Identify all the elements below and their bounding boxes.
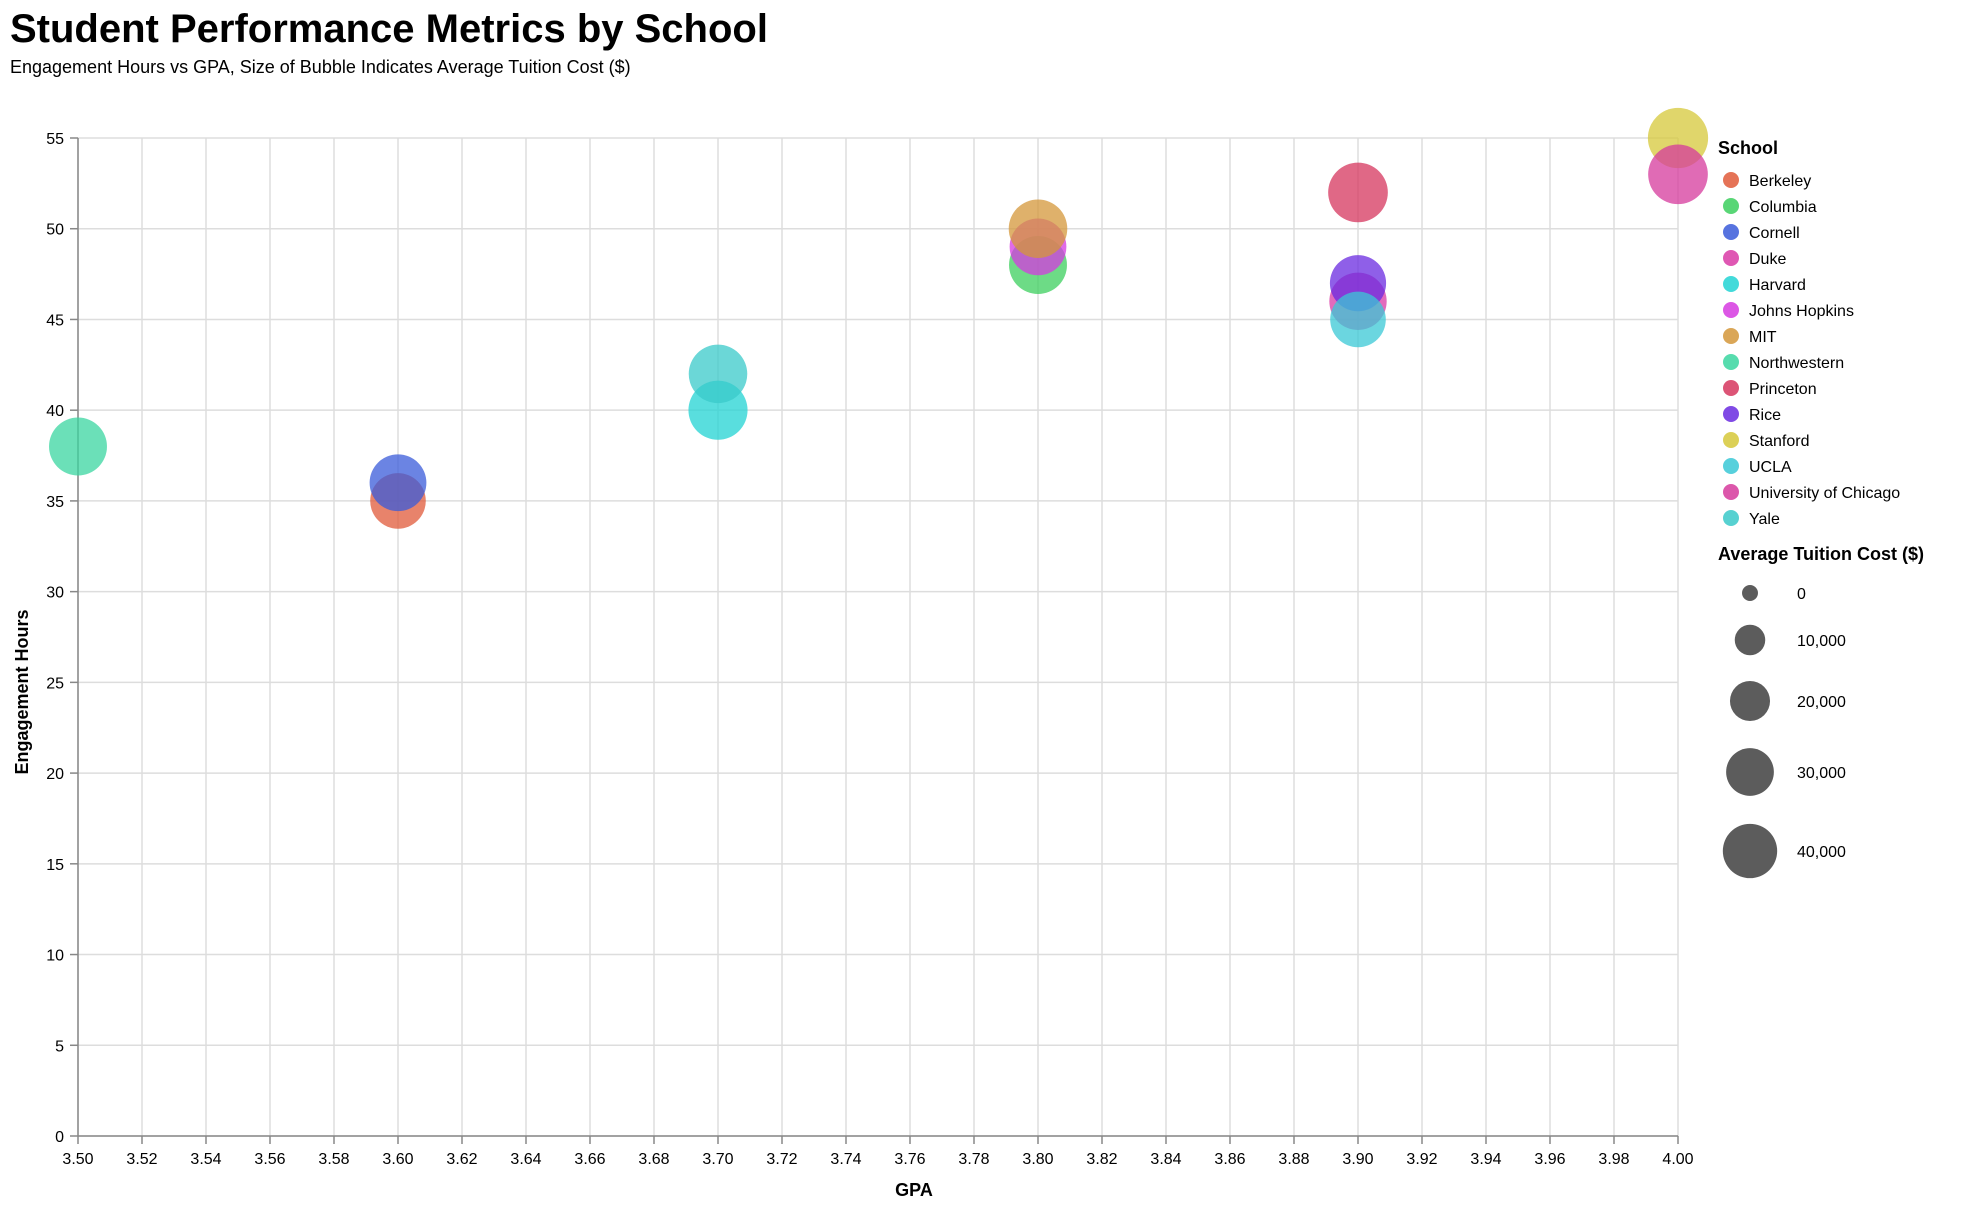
x-tick-label: 3.68: [638, 1151, 669, 1168]
legend-label: UCLA: [1749, 459, 1792, 476]
x-tick-label: 3.54: [190, 1151, 221, 1168]
x-tick-label: 4.00: [1662, 1151, 1693, 1168]
x-tick-label: 3.74: [830, 1151, 861, 1168]
legend-label: Berkeley: [1749, 173, 1811, 190]
legend-swatch: [1723, 510, 1739, 526]
legend-swatch: [1723, 198, 1739, 214]
size-legend-circle: [1726, 748, 1774, 796]
x-tick-label: 3.72: [766, 1151, 797, 1168]
legend-label: University of Chicago: [1749, 485, 1900, 502]
x-axis-title: GPA: [895, 1180, 933, 1200]
bubble-mit[interactable]: [1008, 199, 1068, 258]
grid: [77, 137, 1679, 1137]
x-tick-label: 3.98: [1598, 1151, 1629, 1168]
legend-label: Cornell: [1749, 225, 1800, 242]
bubbles: [49, 107, 1709, 529]
size-legend-title: Average Tuition Cost ($): [1718, 544, 1924, 564]
x-tick-label: 3.84: [1150, 1151, 1181, 1168]
size-legend-label: 40,000: [1797, 844, 1846, 861]
y-tick-label: 55: [46, 131, 64, 148]
y-tick-label: 15: [46, 857, 64, 874]
legend-label: Duke: [1749, 251, 1786, 268]
x-tick-label: 3.82: [1086, 1151, 1117, 1168]
legend-label: Harvard: [1749, 277, 1806, 294]
x-tick-label: 3.90: [1342, 1151, 1373, 1168]
size-legend: 0 10,000 20,000 30,000 40,000: [1722, 585, 1846, 879]
legend-swatch: [1723, 328, 1739, 344]
y-tick-label: 0: [55, 1129, 64, 1146]
size-legend-label: 10,000: [1797, 633, 1846, 650]
bubble-yale[interactable]: [688, 344, 748, 404]
legend-label: Northwestern: [1749, 355, 1844, 372]
color-legend: Berkeley Columbia Cornell Duke Harvard Johns …: [1723, 172, 1900, 528]
y-tick-label: 30: [46, 585, 64, 602]
bubble-princeton[interactable]: [1328, 162, 1388, 223]
legend-swatch: [1723, 458, 1739, 474]
y-tick-label: 40: [46, 403, 64, 420]
y-tick-label: 50: [46, 222, 64, 239]
legend-swatch: [1723, 302, 1739, 318]
y-tick-label: 25: [46, 675, 64, 692]
legend-swatch: [1723, 380, 1739, 396]
legend-label: Stanford: [1749, 433, 1809, 450]
size-legend-label: 30,000: [1797, 765, 1846, 782]
legend-swatch: [1723, 432, 1739, 448]
bubble-northwestern[interactable]: [49, 417, 107, 476]
x-tick-label: 3.88: [1278, 1151, 1309, 1168]
x-tick-label: 3.56: [254, 1151, 285, 1168]
x-tick-label: 3.86: [1214, 1151, 1245, 1168]
y-axis-title: Engagement Hours: [12, 609, 32, 774]
x-tick-label: 3.70: [702, 1151, 733, 1168]
legend-swatch: [1723, 406, 1739, 422]
x-tick-label: 3.78: [958, 1151, 989, 1168]
chart-subtitle: Engagement Hours vs GPA, Size of Bubble …: [10, 57, 631, 77]
legend-swatch: [1723, 250, 1739, 266]
chart-title: Student Performance Metrics by School: [10, 7, 768, 51]
legend-swatch: [1723, 172, 1739, 188]
size-legend-circle: [1734, 624, 1766, 656]
size-legend-circle: [1742, 585, 1758, 601]
size-legend-label: 20,000: [1797, 694, 1846, 711]
y-tick-label: 45: [46, 312, 64, 329]
bubble-ucla[interactable]: [1330, 291, 1386, 348]
x-tick-label: 3.92: [1406, 1151, 1437, 1168]
color-legend-title: School: [1718, 138, 1778, 158]
x-tick-label: 3.62: [446, 1151, 477, 1168]
x-tick-label: 3.76: [894, 1151, 925, 1168]
x-tick-label: 3.60: [382, 1151, 413, 1168]
size-legend-circle: [1722, 823, 1778, 879]
y-tick-label: 35: [46, 494, 64, 511]
x-tick-label: 3.64: [510, 1151, 541, 1168]
x-tick-label: 3.96: [1534, 1151, 1565, 1168]
legend-swatch: [1723, 484, 1739, 500]
x-tick-label: 3.52: [126, 1151, 157, 1168]
size-legend-label: 0: [1797, 586, 1806, 603]
legend-label: MIT: [1749, 329, 1777, 346]
x-tick-label: 3.66: [574, 1151, 605, 1168]
legend-swatch: [1723, 276, 1739, 292]
x-tick-label: 3.80: [1022, 1151, 1053, 1168]
size-legend-circle: [1729, 680, 1771, 722]
bubble-university-of-chicago[interactable]: [1648, 144, 1708, 205]
x-tick-label: 3.94: [1470, 1151, 1501, 1168]
y-tick-label: 20: [46, 766, 64, 783]
x-tick-label: 3.50: [62, 1151, 93, 1168]
y-tick-label: 10: [46, 948, 64, 965]
legend-swatch: [1723, 354, 1739, 370]
legend-label: Yale: [1749, 511, 1780, 528]
legend-label: Johns Hopkins: [1749, 303, 1854, 320]
legend-label: Rice: [1749, 407, 1781, 424]
y-tick-label: 5: [55, 1038, 64, 1055]
bubble-cornell[interactable]: [369, 454, 427, 512]
axes: GPA Engagement Hours 3.50 3.52 3.54 3.56 3.5…: [12, 131, 1694, 1200]
legend-swatch: [1723, 224, 1739, 240]
legend-label: Columbia: [1749, 199, 1817, 216]
x-tick-label: 3.58: [318, 1151, 349, 1168]
legend: School Berkeley Columbia Cornell Duke Harvar…: [1718, 138, 1924, 879]
legend-label: Princeton: [1749, 381, 1817, 398]
